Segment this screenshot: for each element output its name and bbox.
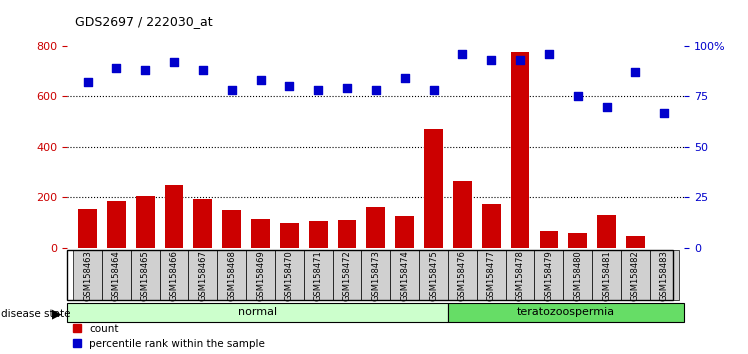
Bar [222, 210, 241, 248]
Point [226, 87, 238, 93]
Text: GSM158478: GSM158478 [515, 250, 524, 301]
Text: GSM158469: GSM158469 [256, 250, 265, 301]
Point [370, 87, 382, 93]
Text: GSM158470: GSM158470 [285, 250, 294, 301]
Bar [448, 250, 476, 301]
Bar [188, 250, 217, 301]
Bar [482, 204, 500, 248]
Bar [563, 250, 592, 301]
Bar [535, 250, 563, 301]
Point [341, 86, 353, 91]
Text: GSM158480: GSM158480 [573, 250, 582, 301]
Point [514, 57, 526, 63]
Bar [453, 181, 472, 248]
Bar [102, 250, 131, 301]
Text: GSM158475: GSM158475 [429, 250, 438, 301]
Bar [621, 250, 650, 301]
Bar [367, 207, 385, 248]
Bar [448, 303, 684, 322]
Bar [337, 220, 356, 248]
Bar [251, 219, 270, 248]
Bar [67, 303, 448, 322]
Point [197, 67, 209, 73]
Bar [275, 250, 304, 301]
Point [254, 78, 266, 83]
Point [543, 51, 555, 57]
Bar [304, 250, 333, 301]
Point [428, 87, 440, 93]
Text: GSM158483: GSM158483 [660, 250, 669, 301]
Point [601, 104, 613, 109]
Bar [650, 250, 678, 301]
Bar [511, 52, 530, 248]
Point [658, 110, 670, 115]
Bar [390, 250, 419, 301]
Text: GSM158479: GSM158479 [545, 250, 554, 301]
Bar [73, 250, 102, 301]
Text: GSM158473: GSM158473 [371, 250, 381, 301]
Bar [194, 199, 212, 248]
Bar [592, 250, 621, 301]
Bar [131, 250, 159, 301]
Text: GDS2697 / 222030_at: GDS2697 / 222030_at [75, 15, 212, 28]
Bar [78, 209, 97, 248]
Point [571, 93, 583, 99]
Text: GSM158463: GSM158463 [83, 250, 92, 301]
Point [139, 67, 151, 73]
Text: GSM158468: GSM158468 [227, 250, 236, 301]
Text: disease state: disease state [1, 309, 70, 319]
Text: GSM158471: GSM158471 [313, 250, 322, 301]
Bar [419, 250, 448, 301]
Bar [476, 250, 506, 301]
Text: GSM158474: GSM158474 [400, 250, 409, 301]
Bar [506, 250, 535, 301]
Bar [217, 250, 246, 301]
Text: GSM158481: GSM158481 [602, 250, 611, 301]
Bar [333, 250, 361, 301]
Legend: count, percentile rank within the sample: count, percentile rank within the sample [73, 324, 265, 349]
Bar [136, 196, 155, 248]
Text: GSM158466: GSM158466 [170, 250, 179, 301]
Bar [165, 185, 183, 248]
Text: GSM158464: GSM158464 [112, 250, 121, 301]
Point [456, 51, 468, 57]
Point [485, 57, 497, 63]
Point [312, 87, 324, 93]
Bar [107, 201, 126, 248]
Bar [246, 250, 275, 301]
Text: GSM158482: GSM158482 [631, 250, 640, 301]
Bar [424, 129, 443, 248]
Text: GSM158472: GSM158472 [343, 250, 352, 301]
Bar [539, 231, 558, 248]
Point [629, 69, 641, 75]
Bar [568, 233, 587, 248]
Bar [396, 216, 414, 248]
Text: GSM158467: GSM158467 [198, 250, 207, 301]
Point [399, 75, 411, 81]
Text: GSM158476: GSM158476 [458, 250, 467, 301]
Text: ▶: ▶ [52, 308, 62, 321]
Text: GSM158477: GSM158477 [487, 250, 496, 301]
Bar [361, 250, 390, 301]
Text: teratozoospermia: teratozoospermia [517, 307, 616, 318]
Bar [309, 221, 328, 248]
Point [82, 80, 94, 85]
Text: GSM158465: GSM158465 [141, 250, 150, 301]
Point [111, 65, 123, 71]
Bar [280, 223, 298, 248]
Text: normal: normal [238, 307, 278, 318]
Bar [597, 215, 616, 248]
Bar [626, 236, 645, 248]
Bar [159, 250, 188, 301]
Point [283, 84, 295, 89]
Point [168, 59, 180, 65]
